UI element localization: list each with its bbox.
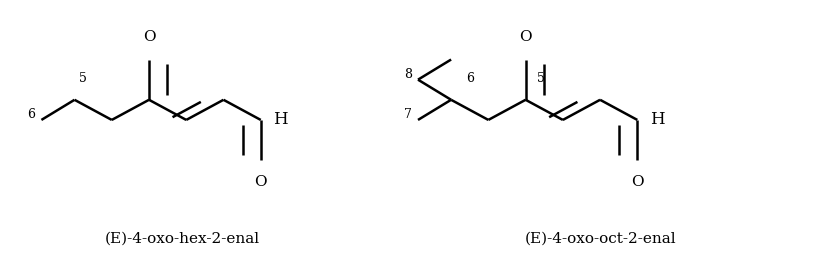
Text: (E)-4-oxo-hex-2-enal: (E)-4-oxo-hex-2-enal [104,232,260,246]
Text: (E)-4-oxo-oct-2-enal: (E)-4-oxo-oct-2-enal [524,232,675,246]
Text: O: O [143,30,155,44]
Text: 6: 6 [466,72,474,85]
Text: 5: 5 [79,72,87,85]
Text: O: O [631,175,644,189]
Text: 7: 7 [405,108,412,121]
Text: O: O [254,175,267,189]
Text: 6: 6 [28,108,36,121]
Text: 8: 8 [405,68,412,81]
Text: H: H [650,112,665,128]
Text: O: O [519,30,532,44]
Text: 5: 5 [537,72,544,85]
Text: H: H [273,112,288,128]
